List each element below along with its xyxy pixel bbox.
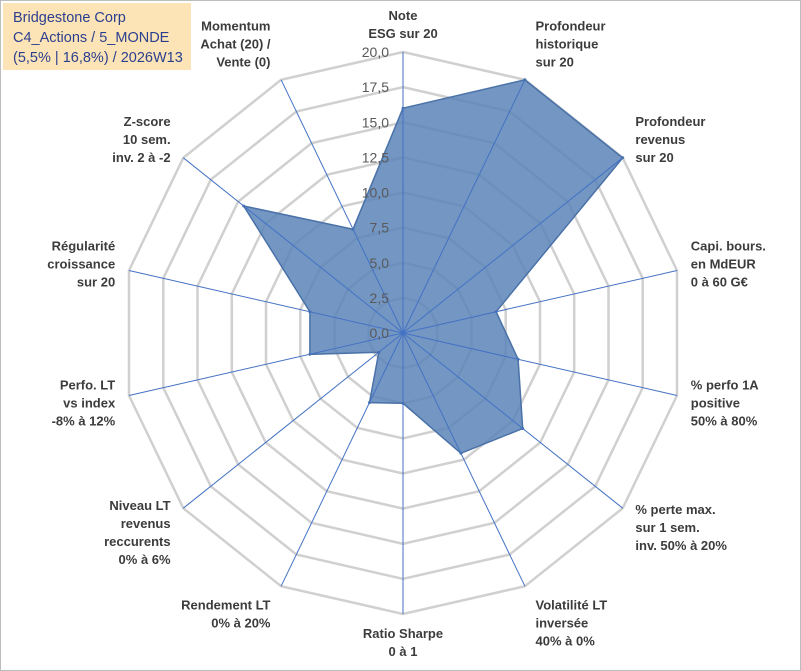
category-label-line: 50% à 80% bbox=[691, 413, 758, 428]
tick-label: 17,5 bbox=[362, 79, 389, 95]
category-label-line: Régularité bbox=[52, 239, 116, 254]
tick-label: 7,5 bbox=[370, 220, 390, 236]
tick-label: 10,0 bbox=[362, 185, 389, 201]
axis-spoke bbox=[402, 332, 526, 587]
category-label-line: -8% à 12% bbox=[52, 413, 116, 428]
category-label: Rendement LT 0% à 20% bbox=[181, 598, 271, 631]
category-label-line: positive bbox=[691, 395, 740, 410]
axis-spoke bbox=[128, 332, 404, 396]
category-label-line: 0 à 60 G€ bbox=[691, 275, 748, 290]
category-label: Z-score 10 sem. inv. 2 à -2 bbox=[112, 114, 170, 165]
category-label-line: croissance bbox=[47, 257, 115, 272]
category-label: Niveau LT revenus reccurents 0% à 6% bbox=[104, 498, 171, 567]
category-label-line: Niveau LT bbox=[109, 498, 170, 513]
category-label-line: Achat (20) / bbox=[200, 36, 270, 51]
category-label: Capi. bours. en MdEUR 0 à 60 G€ bbox=[691, 239, 766, 290]
axis-spoke bbox=[280, 332, 404, 587]
category-label-line: inv. 50% à 20% bbox=[635, 538, 727, 553]
category-label-line: sur 20 bbox=[77, 275, 115, 290]
category-label: Ratio Sharpe 0 à 1 bbox=[363, 626, 443, 659]
category-label-line: ESG sur 20 bbox=[368, 26, 437, 41]
chart-title-box: Bridgestone Corp C4_Actions / 5_MONDE (5… bbox=[3, 3, 191, 70]
label-layer: Note ESG sur 20 Profondeur historique sur 20… bbox=[47, 8, 766, 659]
category-label-line: historique bbox=[536, 36, 599, 51]
category-label: Profondeur historique sur 20 bbox=[536, 18, 606, 69]
category-label-line: inversée bbox=[536, 616, 589, 631]
category-label-line: Perfo. LT bbox=[60, 377, 115, 392]
tick-layer: 0,0 2,5 5,0 7,5 10,0 12,5 15,0 17,5 20,0 bbox=[362, 44, 389, 341]
category-label-line: 0 à 1 bbox=[389, 644, 418, 659]
category-label: Perfo. LT vs index -8% à 12% bbox=[52, 377, 116, 428]
category-label-line: % perfo 1A bbox=[691, 377, 760, 392]
axis-spoke bbox=[280, 79, 404, 334]
portfolio-label: C4_Actions / 5_MONDE bbox=[13, 30, 170, 46]
category-label-line: Ratio Sharpe bbox=[363, 626, 443, 641]
category-label-line: Rendement LT bbox=[181, 598, 270, 613]
category-label: Régularité croissance sur 20 bbox=[47, 239, 115, 290]
tick-label: 5,0 bbox=[370, 255, 390, 271]
category-label-line: revenus bbox=[635, 132, 685, 147]
tick-label: 12,5 bbox=[362, 149, 389, 165]
category-label: Profondeur revenus sur 20 bbox=[635, 114, 705, 165]
category-label-line: 0% à 6% bbox=[119, 552, 171, 567]
series-area bbox=[242, 78, 624, 455]
tick-label: 15,0 bbox=[362, 114, 389, 130]
category-label-line: reccurents bbox=[104, 534, 170, 549]
axis-spoke bbox=[182, 157, 404, 334]
axis-spoke bbox=[128, 270, 404, 334]
category-label: Momentum Achat (20) / Vente (0) bbox=[200, 18, 270, 69]
company-name: Bridgestone Corp bbox=[13, 10, 126, 26]
tick-label: 2,5 bbox=[370, 290, 390, 306]
category-label-line: vs index bbox=[63, 395, 116, 410]
axis-spoke bbox=[402, 270, 678, 334]
category-label-line: sur 20 bbox=[635, 150, 673, 165]
tick-label: 20,0 bbox=[362, 44, 389, 60]
category-label-line: Profondeur bbox=[635, 114, 705, 129]
category-label-line: sur 20 bbox=[536, 54, 574, 69]
axis-spoke bbox=[182, 332, 404, 509]
tick-label: 0,0 bbox=[370, 325, 390, 341]
category-label-line: 40% à 0% bbox=[536, 634, 596, 649]
category-label: % perfo 1A positive 50% à 80% bbox=[691, 377, 760, 428]
category-label-line: Vente (0) bbox=[216, 54, 270, 69]
data-layer bbox=[128, 52, 678, 614]
category-label-line: Capi. bours. bbox=[691, 239, 766, 254]
category-label-line: Z-score bbox=[124, 114, 171, 129]
axis-spoke bbox=[402, 332, 624, 509]
axis-spoke bbox=[402, 157, 624, 334]
performance-week-label: (5,5% | 16,8%) / 2026W13 bbox=[13, 50, 183, 66]
category-label-line: en MdEUR bbox=[691, 257, 757, 272]
category-label-line: revenus bbox=[121, 516, 171, 531]
axis-spoke bbox=[402, 79, 526, 334]
category-label: Note ESG sur 20 bbox=[368, 8, 437, 41]
category-label: % perte max. sur 1 sem. inv. 50% à 20% bbox=[635, 502, 727, 553]
category-label-line: Volatilité LT bbox=[536, 598, 608, 613]
category-label-line: sur 1 sem. bbox=[635, 520, 699, 535]
category-label: Volatilité LT inversée 40% à 0% bbox=[536, 598, 608, 649]
category-label-line: Momentum bbox=[201, 18, 270, 33]
category-label-line: 10 sem. bbox=[123, 132, 171, 147]
category-label-line: inv. 2 à -2 bbox=[112, 150, 170, 165]
category-label-line: % perte max. bbox=[635, 502, 715, 517]
category-label-line: Note bbox=[389, 8, 418, 23]
category-label-line: Profondeur bbox=[536, 18, 606, 33]
axis-spoke bbox=[402, 332, 678, 396]
category-label-line: 0% à 20% bbox=[211, 616, 271, 631]
